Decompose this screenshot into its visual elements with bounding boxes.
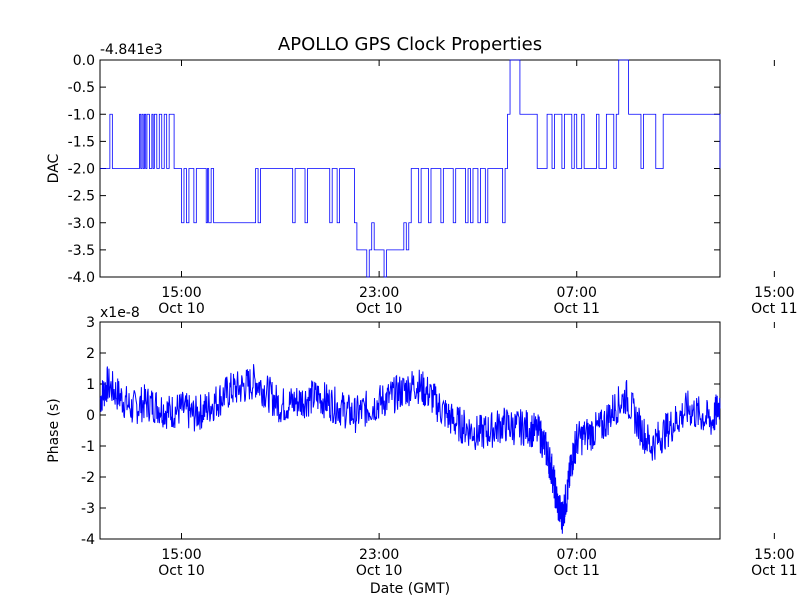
x-tick-date-label: Oct 10 bbox=[356, 563, 402, 579]
plot-frame bbox=[99, 321, 721, 540]
chart-title: APOLLO GPS Clock Properties bbox=[278, 34, 542, 55]
x-tick-time-label: 15:00 bbox=[161, 547, 201, 563]
x-tick-date-label: Oct 10 bbox=[356, 301, 402, 317]
y-tick-label: 3 bbox=[86, 315, 95, 331]
x-tick-time-label: 15:00 bbox=[754, 547, 794, 563]
series-line bbox=[100, 59, 721, 278]
x-tick-time-label: 15:00 bbox=[161, 285, 201, 301]
x-tick-date-label: Oct 10 bbox=[158, 563, 204, 579]
panel-0: 0.0 -0.5 -1.0 -1.5 -2.0 -2.5 -3.0 -3.5 -4.0 15:00… bbox=[46, 53, 798, 317]
y-tick-label: -3 bbox=[81, 501, 95, 517]
x-tick-time-label: 07:00 bbox=[557, 285, 597, 301]
y-tick-label: -4 bbox=[81, 532, 95, 548]
x-tick-date-label: Oct 11 bbox=[553, 301, 599, 317]
x-tick-time-label: 23:00 bbox=[359, 285, 399, 301]
x-tick-date-label: Oct 10 bbox=[158, 301, 204, 317]
x-tick-time-label: 15:00 bbox=[754, 285, 794, 301]
y-tick-label: 2 bbox=[86, 346, 95, 362]
y-tick-label: -1.0 bbox=[68, 107, 95, 123]
y-tick-label: -2.5 bbox=[68, 189, 95, 205]
dac-offset-label: -4.841e3 bbox=[100, 42, 163, 58]
y-tick-label: -1 bbox=[81, 439, 95, 455]
y-tick-label: -2.0 bbox=[68, 162, 95, 178]
x-tick-time-label: 07:00 bbox=[557, 547, 597, 563]
y-tick-label: -3.0 bbox=[68, 216, 95, 232]
x-tick-date-label: Oct 11 bbox=[751, 301, 797, 317]
x-tick-date-label: Oct 11 bbox=[553, 563, 599, 579]
y-tick-label: -4.0 bbox=[68, 270, 95, 286]
y-tick-label: -1.5 bbox=[68, 134, 95, 150]
y-tick-label: -2 bbox=[81, 470, 95, 486]
phase-offset-label: x1e-8 bbox=[100, 305, 140, 321]
y-tick-label: -3.5 bbox=[68, 243, 95, 259]
x-tick-date-label: Oct 11 bbox=[751, 563, 797, 579]
x-tick-time-label: 23:00 bbox=[359, 547, 399, 563]
y-axis-label: DAC bbox=[46, 153, 62, 183]
y-tick-label: 0.0 bbox=[73, 53, 95, 69]
y-tick-label: -0.5 bbox=[68, 80, 95, 96]
y-tick-label: 0 bbox=[86, 408, 95, 424]
series-line bbox=[99, 364, 721, 534]
y-axis-label: Phase (s) bbox=[46, 398, 62, 462]
y-tick-label: 1 bbox=[86, 377, 95, 393]
x-axis-label: Date (GMT) bbox=[370, 581, 450, 597]
